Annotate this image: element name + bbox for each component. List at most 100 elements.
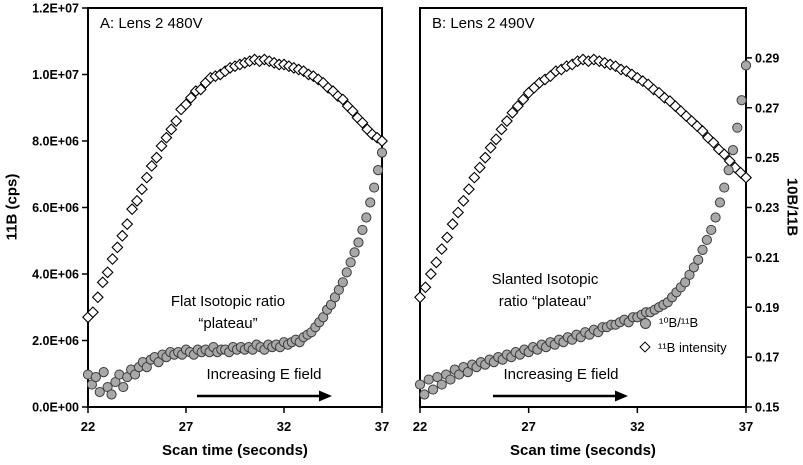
data-point-diamond	[696, 125, 709, 138]
data-point-circle	[349, 247, 360, 258]
data-point-diamond	[457, 194, 470, 207]
legend-item-intensity: ¹¹B intensity	[639, 339, 727, 355]
left-tick-label: 8.0E+06	[32, 135, 79, 149]
data-point-circle	[345, 257, 356, 268]
data-point-diamond	[424, 268, 437, 280]
right-tick-label: 0.17	[755, 351, 779, 365]
data-point-circle	[462, 366, 473, 378]
left-tick-label: 1.0E+07	[32, 68, 79, 82]
data-point-diamond	[506, 106, 519, 119]
data-point-diamond	[116, 229, 129, 242]
data-point-circle	[436, 379, 447, 390]
legend-intensity-label: ¹¹B intensity	[658, 339, 727, 355]
data-point-circle	[727, 145, 739, 156]
data-point-circle	[118, 381, 129, 393]
data-point-circle	[90, 371, 101, 383]
data-point-diamond	[356, 116, 369, 129]
data-point-circle	[723, 164, 734, 176]
x-axis-title-panel-a: Scan time (seconds)	[162, 442, 308, 459]
data-point-diamond	[322, 81, 335, 94]
data-point-circle	[365, 197, 376, 208]
right-tick-label: 0.29	[755, 51, 779, 65]
data-point-diamond	[740, 171, 752, 184]
data-point-diamond	[336, 93, 349, 106]
data-point-circle	[697, 244, 708, 255]
data-point-circle	[372, 164, 384, 176]
x-axis-title-panel-b: Scan time (seconds)	[510, 442, 656, 459]
data-point-circle	[98, 366, 109, 378]
data-point-circle	[419, 389, 430, 400]
data-point-circle	[740, 60, 752, 71]
left-axis-title: 11B (cps)	[3, 173, 21, 241]
data-point-diamond	[194, 83, 207, 96]
x-tick-label: 22	[413, 419, 427, 434]
data-point-diamond	[160, 131, 173, 144]
x-tick-label: 27	[179, 419, 193, 434]
data-point-diamond	[430, 256, 443, 269]
data-point-diamond	[517, 93, 530, 106]
panel-b-annotation: Slanted Isotopic ratio “plateau”	[492, 269, 599, 313]
data-point-circle	[423, 374, 434, 385]
data-point-circle	[357, 224, 368, 236]
data-point-diamond	[490, 133, 503, 146]
right-tick-label: 0.23	[755, 201, 779, 215]
data-point-circle	[361, 212, 372, 223]
data-point-circle	[701, 234, 712, 246]
data-point-circle	[719, 182, 730, 193]
left-tick-label: 6.0E+06	[32, 201, 79, 215]
data-point-diamond	[707, 136, 720, 149]
right-tick-label: 0.15	[755, 401, 779, 415]
efield-arrowhead-icon	[615, 390, 628, 402]
data-point-diamond	[165, 123, 178, 136]
data-point-circle	[732, 122, 743, 133]
data-point-circle	[353, 237, 364, 248]
data-point-diamond	[121, 218, 134, 231]
legend-item-ratio: ¹⁰B/¹¹B	[640, 315, 727, 330]
data-point-diamond	[86, 306, 99, 319]
data-point-diamond	[462, 183, 475, 196]
ratio-circle-marker-icon	[640, 317, 651, 329]
data-point-diamond	[636, 75, 649, 88]
right-tick-label: 0.21	[755, 251, 779, 265]
x-tick-label: 37	[375, 419, 389, 434]
legend-ratio-label: ¹⁰B/¹¹B	[659, 315, 699, 330]
right-tick-label: 0.27	[755, 101, 779, 115]
data-point-diamond	[346, 105, 359, 118]
right-axis-title: 10B/11B	[783, 177, 801, 237]
data-point-diamond	[297, 65, 310, 78]
data-point-circle	[376, 147, 388, 158]
x-tick-label: 32	[630, 419, 644, 434]
data-point-circle	[680, 277, 691, 288]
data-point-diamond	[170, 115, 183, 128]
data-point-diamond	[126, 203, 139, 216]
panel-a-label: A: Lens 2 480V	[100, 15, 203, 32]
data-point-diamond	[441, 231, 454, 244]
x-tick-label: 22	[81, 419, 95, 434]
data-point-diamond	[414, 291, 426, 304]
data-point-circle	[414, 379, 426, 390]
x-tick-label: 32	[277, 419, 291, 434]
intensity-diamond-marker-icon	[639, 341, 651, 353]
data-point-diamond	[91, 291, 104, 304]
data-point-diamond	[511, 100, 524, 113]
data-point-diamond	[184, 91, 197, 104]
right-tick-label: 0.19	[755, 301, 779, 315]
data-point-diamond	[609, 60, 622, 73]
data-point-diamond	[479, 151, 492, 164]
right-tick-label: 0.25	[755, 151, 779, 165]
left-tick-label: 0.0E+00	[32, 401, 79, 415]
data-point-diamond	[376, 135, 388, 147]
data-point-circle	[710, 212, 721, 223]
panel-b-label: B: Lens 2 490V	[432, 15, 535, 32]
panel-b-annotation-line-2: ratio “plateau”	[498, 293, 592, 310]
panel-a-annotation-line-2: “plateau”	[198, 315, 258, 332]
data-point-diamond	[155, 140, 168, 152]
data-point-diamond	[135, 183, 148, 196]
data-point-diamond	[419, 281, 432, 294]
data-point-diamond	[468, 171, 481, 184]
data-point-diamond	[371, 131, 384, 144]
legend: ¹⁰B/¹¹B ¹¹B intensity	[639, 315, 727, 355]
data-point-circle	[706, 224, 717, 236]
